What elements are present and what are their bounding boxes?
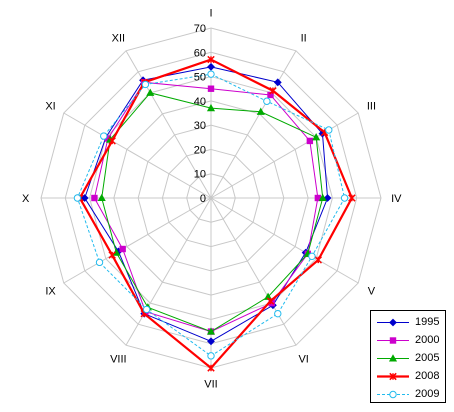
r-tick-label: 30 [194, 120, 206, 132]
legend-marker [389, 318, 397, 327]
data-point-2008 [108, 137, 116, 145]
data-point-2009 [141, 80, 150, 89]
grid-spoke [210, 197, 359, 284]
data-point-1995 [323, 194, 332, 202]
category-label: VII [204, 378, 217, 390]
data-point-2009 [263, 97, 271, 105]
grid-spoke [210, 197, 297, 346]
data-point-2008 [269, 87, 277, 95]
data-point-2009 [207, 352, 215, 360]
r-tick-label: 50 [194, 72, 206, 84]
grid-spoke [210, 50, 297, 199]
category-label: II [301, 33, 307, 45]
grid-spoke [210, 112, 359, 199]
category-label: IV [391, 193, 402, 205]
data-point-1995 [207, 337, 215, 346]
data-point-2005 [256, 107, 265, 115]
data-point-2000 [91, 194, 98, 202]
data-point-2005 [97, 193, 106, 202]
r-tick-label: 40 [194, 96, 206, 108]
data-point-2009 [95, 258, 104, 267]
data-point-2005 [312, 133, 321, 141]
r-tick-label: 0 [200, 193, 206, 205]
category-label: X [22, 193, 30, 205]
category-label: V [368, 286, 376, 298]
r-tick-label: 20 [194, 144, 206, 156]
grid-spoke [125, 197, 212, 346]
category-label: XI [45, 100, 55, 112]
legend-swatch-2000 [377, 337, 409, 344]
category-label: III [367, 100, 376, 112]
category-label: XII [112, 33, 125, 45]
data-point-2008 [207, 55, 215, 64]
data-point-2009 [142, 305, 151, 314]
data-point-2009 [73, 194, 82, 202]
legend-marker [389, 390, 397, 399]
data-point-1995 [273, 78, 282, 87]
data-point-2005 [206, 103, 216, 112]
category-label: VIII [110, 353, 127, 365]
legend-swatch-2009 [377, 390, 409, 399]
data-point-2000 [306, 137, 314, 145]
legend-item-2000: 2000 [371, 332, 447, 349]
data-point-1995 [80, 194, 89, 202]
data-point-2005 [146, 88, 155, 96]
data-point-2009 [325, 126, 333, 134]
series-line-2008 [78, 58, 354, 370]
data-point-2000 [207, 85, 215, 92]
data-point-2005 [318, 193, 327, 202]
series-1995 [80, 62, 332, 346]
legend-label-1995: 1995 [415, 316, 440, 328]
data-point-2005 [206, 327, 216, 335]
category-label: VI [298, 353, 308, 365]
data-point-2008 [266, 297, 275, 305]
data-point-2009 [340, 194, 349, 202]
legend-marker [388, 354, 398, 362]
series-2009 [73, 70, 349, 360]
legend-label-2005: 2005 [415, 352, 440, 364]
legend-swatch-2008 [377, 372, 409, 381]
radar-labels: 010203040506070IIIIIIIVVVIVIIVIIIIXXXIXI… [22, 8, 402, 391]
legend-label-2000: 2000 [415, 334, 440, 346]
legend-item-2008: 2008 [371, 368, 447, 385]
legend-label-2008: 2008 [415, 370, 440, 382]
legend: 1995 2000 2005 2008 2009 [370, 310, 446, 403]
legend-swatch-1995 [377, 318, 409, 327]
legend-item-1995: 1995 [371, 314, 447, 331]
series-2005 [97, 88, 327, 335]
data-point-2009 [274, 309, 282, 318]
data-point-1995 [207, 62, 215, 71]
legend-marker [389, 372, 397, 381]
grid-spoke [63, 197, 212, 284]
data-point-2008 [207, 364, 215, 372]
legend-swatch-2005 [377, 354, 409, 362]
grid-spoke [125, 50, 212, 199]
r-tick-label: 10 [194, 169, 206, 181]
data-point-2009 [207, 70, 215, 78]
radar-series [73, 55, 356, 372]
category-label: I [209, 8, 212, 20]
series-line-1995 [84, 66, 329, 342]
data-point-2009 [100, 132, 108, 140]
data-point-2000 [119, 245, 126, 253]
category-label: IX [45, 286, 56, 298]
data-point-2008 [348, 194, 356, 202]
legend-item-2005: 2005 [371, 350, 447, 367]
data-point-2008 [314, 256, 322, 264]
data-point-2008 [108, 251, 116, 259]
legend-marker [389, 337, 397, 344]
data-point-2009 [308, 252, 316, 260]
r-tick-label: 70 [194, 23, 206, 35]
r-tick-label: 60 [194, 47, 206, 59]
grid-spoke [63, 112, 212, 199]
legend-label-2009: 2009 [415, 388, 440, 400]
legend-item-2009: 2009 [371, 386, 447, 403]
